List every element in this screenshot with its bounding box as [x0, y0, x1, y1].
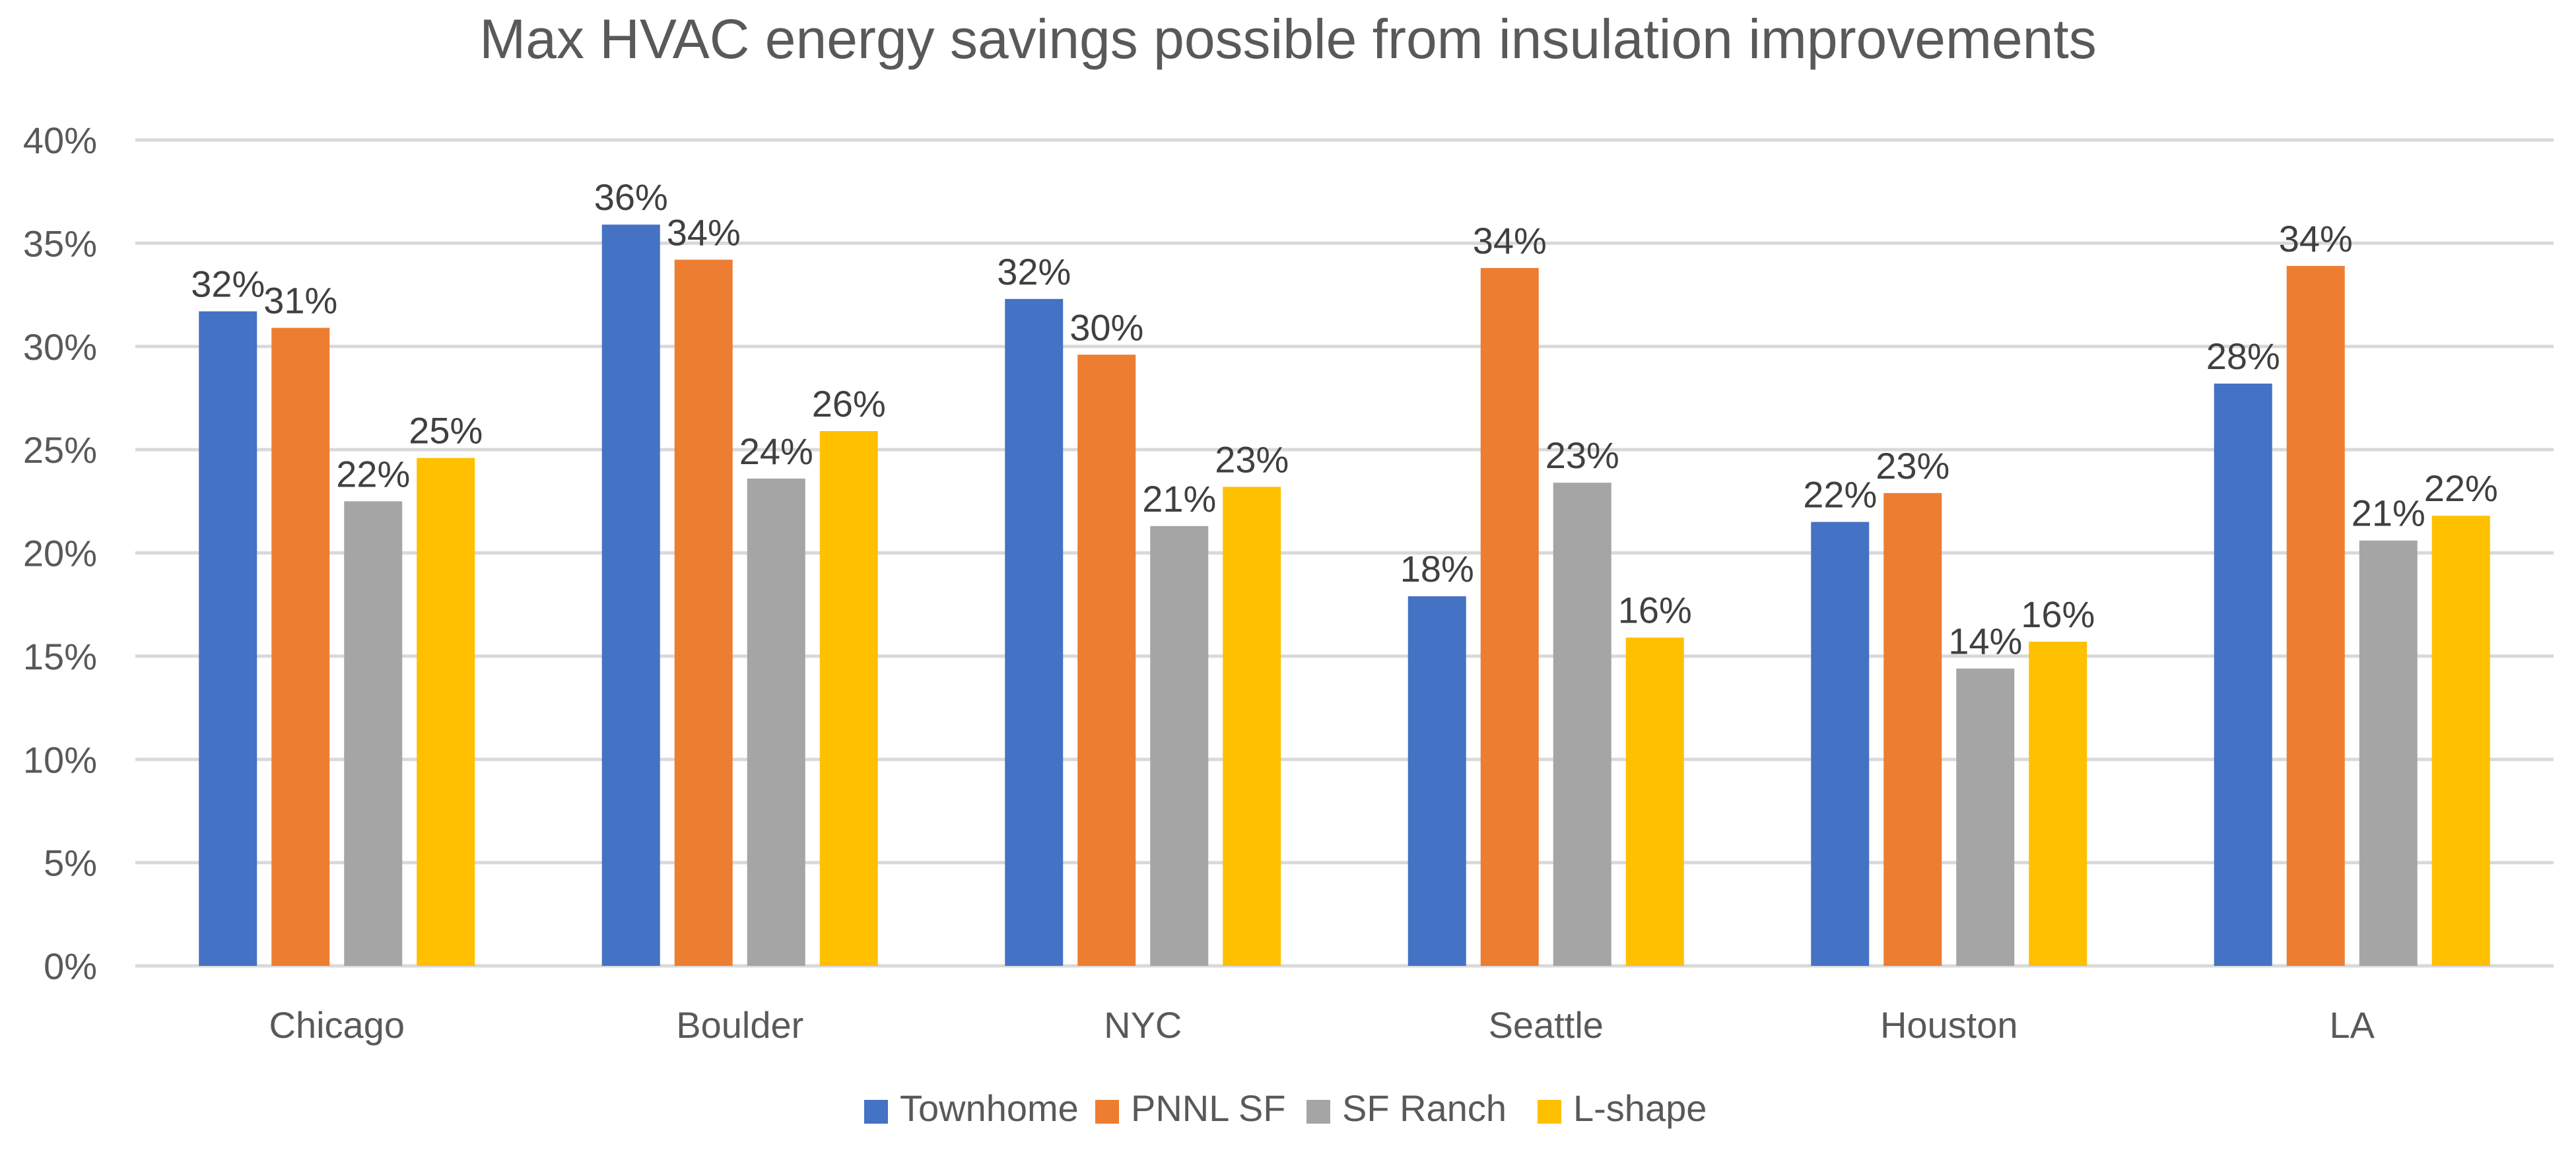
bar-sf-ranch-houston	[1956, 668, 2015, 966]
bar-l-shape-boulder	[819, 430, 878, 966]
data-label: 30%	[1069, 306, 1143, 348]
legend-swatch	[1095, 1100, 1119, 1124]
x-axis-categories: Chicago Boulder NYC Seattle Houston LA	[269, 1004, 2375, 1046]
legend-item-l-shape: L-shape	[1538, 1087, 1707, 1129]
bar-pnnl-sf-houston	[1883, 493, 1942, 966]
data-label: 32%	[191, 263, 265, 305]
y-tick-label: 0%	[44, 945, 97, 987]
bar-townhome-la	[2214, 384, 2272, 966]
y-tick-label: 40%	[23, 119, 97, 161]
y-tick-label: 30%	[23, 326, 97, 368]
data-label: 14%	[1948, 621, 2022, 662]
y-tick-label: 5%	[44, 842, 97, 884]
data-label: 31%	[263, 280, 337, 322]
x-category-label: LA	[2330, 1004, 2375, 1046]
x-category-label: Boulder	[676, 1004, 803, 1046]
chart-title: Max HVAC energy savings possible from in…	[479, 8, 2096, 70]
legend-label: L-shape	[1573, 1087, 1707, 1129]
bar-l-shape-seattle	[1625, 637, 1684, 966]
legend-label: Townhome	[900, 1087, 1079, 1129]
x-category-label: Seattle	[1489, 1004, 1604, 1046]
data-label: 22%	[1803, 474, 1877, 516]
legend-item-pnnl-sf: PNNL SF	[1095, 1087, 1285, 1129]
gridlines	[135, 138, 2554, 968]
bar-townhome-seattle	[1407, 596, 1466, 966]
bar-townhome-boulder	[601, 224, 660, 966]
data-label: 16%	[1618, 590, 1692, 631]
legend-label: SF Ranch	[1342, 1087, 1507, 1129]
data-label: 23%	[1876, 445, 1949, 487]
data-label: 36%	[594, 176, 668, 218]
legend-item-sf-ranch: SF Ranch	[1306, 1087, 1507, 1129]
y-axis-ticks: 0% 5% 10% 15% 20% 25% 30% 35% 40%	[23, 119, 97, 987]
bar-pnnl-sf-chicago	[271, 327, 330, 966]
legend-swatch	[1538, 1100, 1561, 1124]
legend-swatch	[864, 1100, 888, 1124]
y-tick-label: 25%	[23, 429, 97, 471]
bar-l-shape-la	[2431, 516, 2490, 966]
legend-label: PNNL SF	[1131, 1087, 1285, 1129]
legend-swatch	[1306, 1100, 1330, 1124]
data-label: 26%	[812, 383, 886, 425]
x-category-label: NYC	[1104, 1004, 1182, 1046]
x-category-label: Houston	[1880, 1004, 2018, 1046]
data-label: 34%	[1473, 220, 1547, 261]
bar-sf-ranch-nyc	[1150, 526, 1209, 966]
bar-sf-ranch-seattle	[1553, 483, 1611, 966]
data-label: 23%	[1545, 434, 1619, 476]
y-tick-label: 15%	[23, 636, 97, 677]
data-label: 23%	[1215, 438, 1289, 480]
legend-item-townhome: Townhome	[864, 1087, 1079, 1129]
data-labels: 32%31%22%25%36%34%24%26%32%30%21%23%18%3…	[191, 176, 2498, 662]
data-label: 21%	[1142, 478, 1216, 520]
data-label: 34%	[2279, 218, 2353, 259]
bar-sf-ranch-chicago	[344, 501, 403, 966]
bar-l-shape-chicago	[417, 458, 475, 966]
bar-sf-ranch-boulder	[747, 478, 805, 966]
y-tick-label: 10%	[23, 739, 97, 780]
bars	[199, 224, 2490, 967]
data-label: 34%	[667, 211, 741, 253]
bar-l-shape-nyc	[1223, 487, 1281, 966]
data-label: 32%	[997, 251, 1071, 292]
bar-sf-ranch-la	[2359, 540, 2418, 966]
data-label: 25%	[409, 410, 483, 452]
data-label: 21%	[2352, 493, 2425, 534]
bar-pnnl-sf-seattle	[1480, 267, 1539, 966]
legend: Townhome PNNL SF SF Ranch L-shape	[864, 1087, 1707, 1129]
bar-townhome-houston	[1811, 522, 1870, 966]
y-tick-label: 35%	[23, 222, 97, 264]
data-label: 18%	[1400, 548, 1474, 590]
data-label: 24%	[739, 430, 813, 472]
bar-townhome-nyc	[1005, 298, 1064, 966]
data-label: 22%	[2424, 467, 2498, 509]
data-label: 28%	[2206, 335, 2280, 377]
x-category-label: Chicago	[269, 1004, 405, 1046]
bar-pnnl-sf-boulder	[674, 259, 733, 966]
data-label: 16%	[2021, 594, 2095, 635]
bar-townhome-chicago	[199, 311, 257, 966]
bar-l-shape-houston	[2029, 641, 2087, 966]
data-label: 22%	[336, 453, 410, 494]
bar-pnnl-sf-nyc	[1077, 355, 1136, 966]
y-tick-label: 20%	[23, 533, 97, 574]
bar-pnnl-sf-la	[2286, 265, 2345, 967]
